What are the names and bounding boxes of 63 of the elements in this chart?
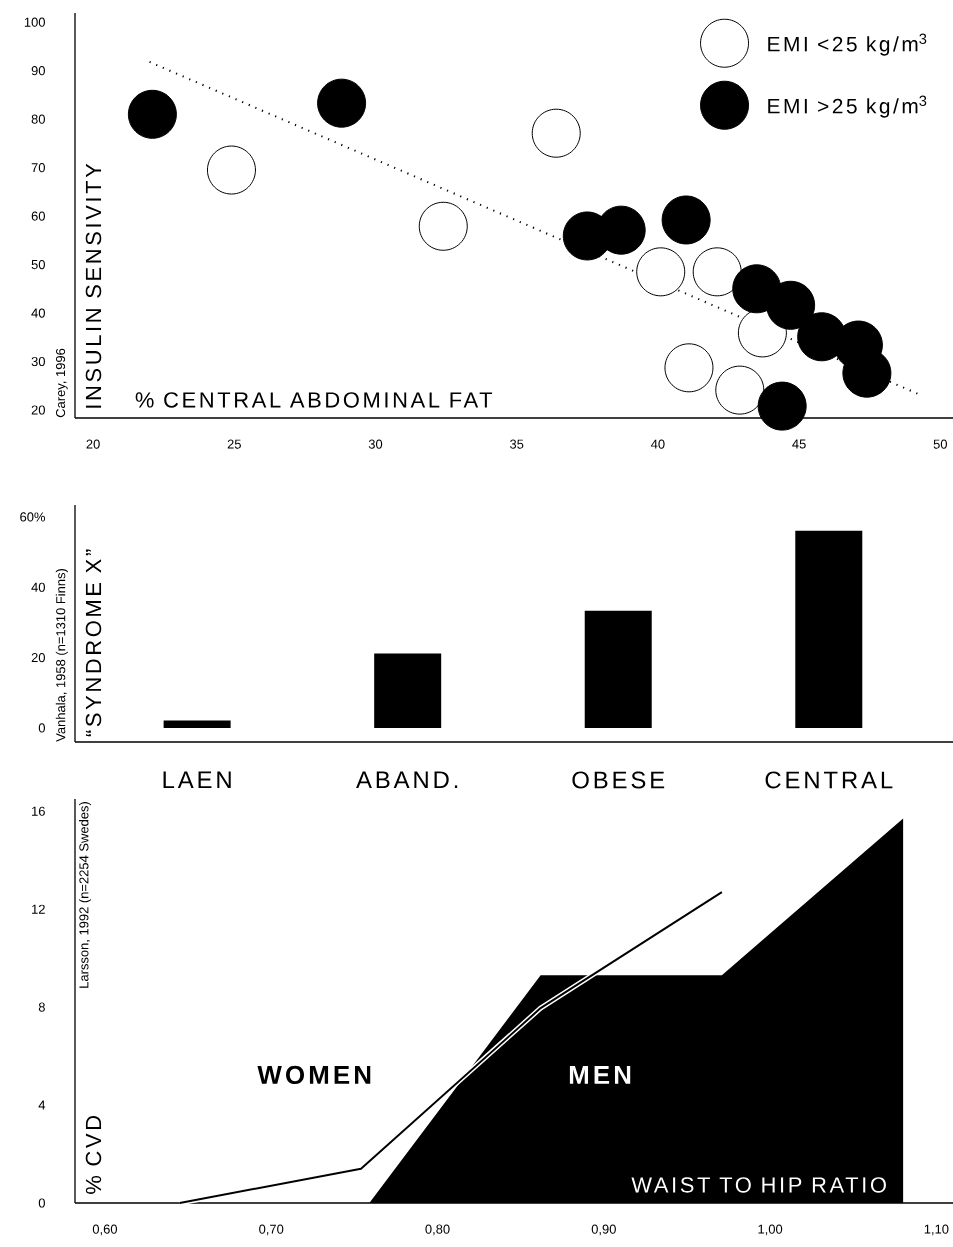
y-tick-label: 0	[38, 1198, 45, 1208]
point	[206, 145, 256, 195]
x-tick-label: 45	[792, 439, 806, 449]
text: Vanhala, 1958 (n=1310 Finns)	[55, 568, 68, 742]
point	[757, 381, 807, 431]
legend-label: EMI >25 kg/m$^{3}$	[768, 95, 927, 118]
x-tick-label: 0,60	[92, 1224, 118, 1236]
bar	[795, 530, 863, 728]
y-tick-label: 30	[31, 356, 45, 367]
y-tick-label: 0	[38, 723, 45, 733]
point	[418, 201, 468, 251]
x-tick-label: CENTRAL	[765, 771, 893, 789]
x-tick-label: 30	[368, 439, 383, 449]
y-tick-label: 60	[31, 211, 45, 221]
x-tick-label: 0,70	[259, 1224, 284, 1236]
y-tick-label: 50	[31, 259, 45, 270]
x-axis-title: % CENTRAL ABDOMINAL FAT	[135, 392, 493, 408]
x-tick-label: 1,00	[758, 1224, 783, 1236]
point	[664, 343, 714, 393]
series-label: MEN	[569, 1066, 631, 1084]
y-axis-title: INSULIN SENSIVITY	[85, 163, 102, 408]
y-tick-label: 60%	[20, 512, 46, 522]
point	[636, 247, 686, 297]
x-tick-label: OBESE	[572, 771, 665, 789]
x-axis-title: WAIST TO HIP RATIO	[631, 1177, 886, 1193]
point	[766, 280, 816, 330]
text: Carey, 1996	[55, 348, 68, 418]
x-tick-label: 25	[227, 439, 241, 449]
y-tick-label: 100	[24, 17, 45, 27]
point	[692, 247, 742, 297]
x-tick-label: 0,90	[591, 1224, 616, 1236]
point	[127, 89, 177, 139]
bar	[584, 610, 652, 728]
point	[661, 195, 711, 245]
x-tick-label: ABAND.	[356, 771, 458, 788]
y-tick-label: 12	[32, 904, 45, 914]
x-tick-label: 40	[650, 439, 665, 449]
y-tick-label: 4	[38, 1100, 46, 1110]
point	[317, 78, 367, 128]
x-tick-label: 20	[86, 439, 100, 449]
y-tick-label: 20	[31, 653, 45, 663]
text: WOMEN	[257, 1065, 371, 1085]
point	[715, 365, 765, 415]
y-tick-label: 80	[31, 114, 45, 124]
y-axis-title: “SYNDROME X”	[85, 549, 102, 737]
x-tick-label: 1,10	[924, 1224, 949, 1236]
x-tick-label: 35	[509, 439, 524, 449]
point	[531, 108, 581, 158]
x-tick-label: 0,80	[425, 1224, 450, 1236]
y-tick-label: 8	[38, 1002, 45, 1012]
y-tick-label: 16	[32, 806, 45, 816]
y-tick-label: 40	[31, 582, 45, 592]
y-axis-title: % CVD	[85, 1116, 102, 1194]
x-tick-label: LAEN	[163, 771, 231, 788]
bar	[163, 720, 231, 728]
annotation: Larsson, 1992 (n=2254 Swedes)	[78, 802, 92, 988]
y-tick-label: 40	[31, 308, 45, 318]
bar	[374, 653, 442, 728]
legend-label: EMI <25 kg/m$^{3}$	[768, 33, 927, 56]
x-tick-label: 50	[933, 439, 948, 449]
y-tick-label: 20	[31, 405, 45, 415]
y-tick-label: 90	[31, 66, 45, 76]
y-tick-label: 70	[31, 163, 45, 173]
